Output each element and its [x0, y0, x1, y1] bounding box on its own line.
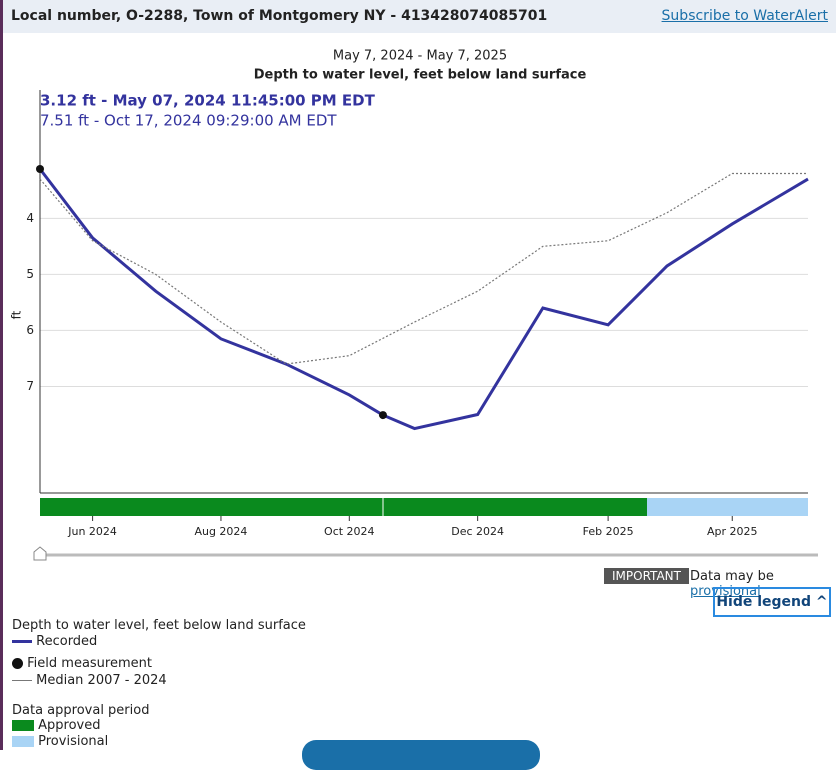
x-tick-label: Apr 2025 [707, 525, 758, 538]
chart: May 7, 2024 - May 7, 2025 Depth to water… [10, 49, 818, 561]
bottom-button[interactable] [302, 740, 540, 770]
legend-item: Field measurement [12, 656, 152, 671]
legend-swatch [12, 720, 34, 731]
tooltip: 7.51 ft - Oct 17, 2024 09:29:00 AM EDT [40, 112, 337, 130]
legend-label: Recorded [36, 634, 98, 649]
legend-item: Recorded [12, 634, 97, 649]
chart-title: Depth to water level, feet below land su… [254, 68, 587, 83]
legend-item: Approved [12, 718, 101, 733]
notice-text: Data may be [690, 569, 774, 584]
hide-legend-button[interactable]: Hide legend ^ [713, 587, 831, 617]
series-line [39, 172, 808, 365]
legend-swatch [12, 736, 34, 747]
slider-handle[interactable] [33, 546, 47, 561]
approved-period [40, 498, 647, 516]
site-title: Local number, O-2288, Town of Montgomery… [11, 8, 548, 24]
y-tick-label: 4 [26, 211, 34, 225]
legend-label: Provisional [38, 734, 109, 749]
button-label: Hide legend [716, 594, 812, 610]
legend-swatch [12, 658, 23, 669]
y-tick-label: 6 [26, 323, 34, 337]
x-tick-label: Jun 2024 [67, 525, 117, 538]
provisional-period [647, 498, 808, 516]
x-tick-label: Dec 2024 [451, 525, 504, 538]
legend-item: Median 2007 - 2024 [12, 673, 167, 688]
y-axis-label: ft [10, 310, 24, 319]
y-tick-label: 5 [26, 267, 34, 281]
approval-title: Data approval period [12, 703, 150, 718]
legend-swatch [12, 640, 32, 643]
x-tick-label: Feb 2025 [583, 525, 634, 538]
y-tick-label: 7 [26, 379, 34, 393]
frame [0, 0, 3, 750]
x-tick-label: Oct 2024 [324, 525, 375, 538]
header: Local number, O-2288, Town of Montgomery… [3, 0, 836, 33]
x-tick-label: Aug 2024 [194, 525, 247, 538]
subscribe-link[interactable]: Subscribe to WaterAlert [661, 8, 828, 24]
field-measurement [378, 411, 387, 420]
series-line [38, 168, 809, 431]
legend-swatch [12, 680, 32, 681]
legend-label: Field measurement [27, 656, 152, 671]
tooltip: 3.12 ft - May 07, 2024 11:45:00 PM EDT [40, 92, 376, 110]
chart-subtitle: May 7, 2024 - May 7, 2025 [333, 49, 507, 64]
legend-item: Provisional [12, 734, 108, 749]
legend-label: Approved [38, 718, 101, 733]
important-badge: IMPORTANT [604, 568, 689, 584]
legend-label: Median 2007 - 2024 [36, 673, 167, 688]
legend-title: Depth to water level, feet below land su… [12, 618, 306, 633]
field-measurement [36, 164, 44, 173]
